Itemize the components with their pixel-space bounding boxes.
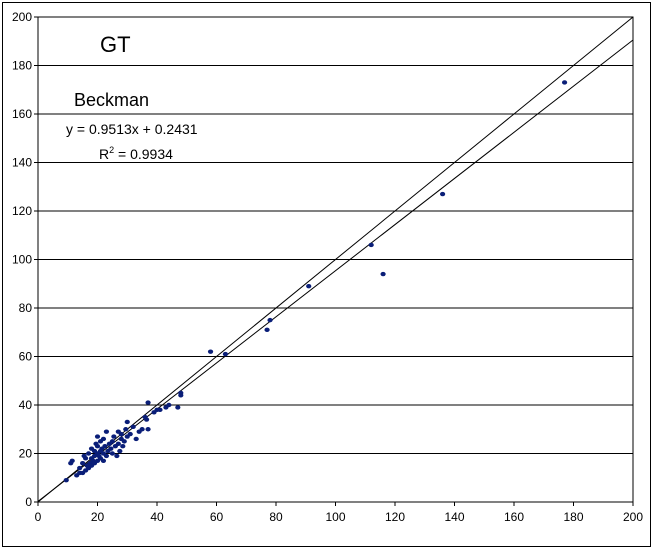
x-tick-label: 140 bbox=[444, 510, 464, 524]
reference-lines bbox=[37, 16, 634, 503]
y-tick-label: 160 bbox=[12, 107, 32, 121]
data-point bbox=[124, 419, 130, 425]
x-tick-label: 160 bbox=[504, 510, 524, 524]
data-point bbox=[109, 451, 115, 456]
data-point bbox=[117, 448, 123, 454]
data-point bbox=[127, 431, 133, 437]
data-point bbox=[63, 477, 69, 483]
data-point bbox=[111, 434, 117, 439]
data-point bbox=[207, 349, 214, 354]
trendline-equation: y = 0.9513x + 0.2431 bbox=[66, 121, 198, 137]
y-tick-label: 180 bbox=[12, 59, 32, 73]
data-points bbox=[63, 80, 568, 483]
data-point bbox=[100, 458, 107, 463]
data-point bbox=[178, 390, 184, 396]
y-tick-label: 200 bbox=[12, 10, 32, 24]
data-point bbox=[109, 439, 115, 444]
data-point bbox=[69, 458, 75, 463]
data-point bbox=[114, 453, 120, 459]
data-point bbox=[130, 424, 136, 430]
x-tick-label: 0 bbox=[35, 510, 42, 524]
data-point bbox=[133, 436, 139, 442]
data-point bbox=[103, 429, 110, 434]
data-point bbox=[123, 427, 129, 432]
data-point bbox=[108, 446, 114, 451]
identity-line bbox=[37, 16, 634, 503]
data-point bbox=[94, 434, 101, 439]
data-point bbox=[145, 427, 151, 432]
axis-ticks: 0 20 40 60 80 100 120 140 160 180 200 0 20 40 60 80 100 1… bbox=[12, 10, 643, 524]
x-tick-label: 40 bbox=[150, 510, 164, 524]
data-point bbox=[121, 439, 127, 444]
data-point bbox=[157, 407, 163, 413]
x-tick-label: 200 bbox=[623, 510, 643, 524]
data-point bbox=[120, 444, 126, 449]
x-tick-label: 80 bbox=[269, 510, 283, 524]
chart-subtitle: Beckman bbox=[74, 90, 149, 110]
x-tick-label: 20 bbox=[91, 510, 105, 524]
x-tick-label: 120 bbox=[385, 510, 405, 524]
y-tick-label: 0 bbox=[25, 495, 32, 509]
x-tick-label: 100 bbox=[325, 510, 345, 524]
r2-exponent: 2 bbox=[109, 145, 114, 155]
data-point bbox=[139, 427, 145, 432]
data-point bbox=[440, 191, 446, 197]
data-point bbox=[85, 451, 92, 456]
chart-title: GT bbox=[100, 32, 131, 57]
r2-prefix: R bbox=[99, 146, 109, 162]
data-point bbox=[145, 400, 151, 405]
data-point bbox=[306, 283, 312, 289]
x-tick-label: 180 bbox=[563, 510, 583, 524]
r2-value: = 0.9934 bbox=[114, 146, 173, 162]
y-tick-label: 20 bbox=[19, 447, 33, 461]
y-tick-label: 80 bbox=[19, 301, 33, 315]
data-point bbox=[166, 402, 172, 408]
y-tick-label: 60 bbox=[19, 350, 33, 364]
x-tick-label: 60 bbox=[210, 510, 224, 524]
data-point bbox=[102, 444, 108, 449]
data-point bbox=[222, 351, 229, 357]
data-point bbox=[267, 317, 273, 323]
data-point bbox=[118, 431, 124, 437]
data-point bbox=[100, 436, 107, 442]
r-squared-label: R2 = 0.9934 bbox=[99, 145, 173, 162]
data-point bbox=[83, 456, 89, 461]
data-point bbox=[380, 271, 386, 277]
y-tick-label: 40 bbox=[19, 398, 33, 412]
y-tick-label: 120 bbox=[12, 204, 32, 218]
data-point bbox=[77, 465, 83, 471]
data-point bbox=[80, 461, 86, 466]
y-tick-label: 140 bbox=[12, 156, 32, 170]
regression-line bbox=[37, 39, 634, 502]
data-point bbox=[103, 453, 110, 459]
y-tick-label: 100 bbox=[12, 253, 32, 267]
data-point bbox=[115, 441, 121, 446]
data-point bbox=[368, 242, 374, 248]
data-point bbox=[561, 80, 568, 85]
data-point bbox=[94, 444, 101, 449]
data-point bbox=[143, 417, 150, 422]
data-point bbox=[264, 327, 270, 333]
data-point bbox=[175, 405, 181, 410]
